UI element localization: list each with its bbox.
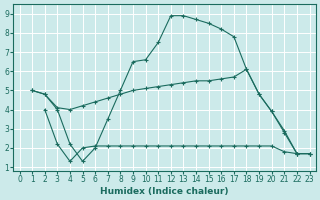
X-axis label: Humidex (Indice chaleur): Humidex (Indice chaleur) <box>100 187 229 196</box>
